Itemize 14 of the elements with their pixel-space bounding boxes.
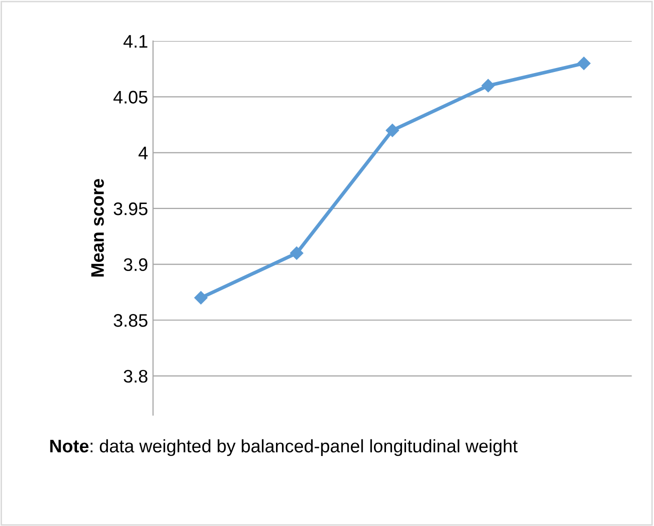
y-tick-label: 3.85 [114, 314, 148, 327]
y-tick-label: 3.8 [124, 370, 148, 383]
point [290, 246, 304, 260]
point [577, 56, 590, 70]
y-axis-title: Mean score [91, 178, 104, 276]
y-tick-label: 4 [138, 146, 148, 160]
y-tick-label: 3.95 [114, 202, 148, 216]
point [482, 79, 495, 92]
text: Note: data weighted by balanced-panel longitudinal weight [50, 439, 518, 456]
point [386, 124, 399, 137]
y-tick-label: 3.9 [124, 258, 148, 272]
y-tick-label: 4.05 [113, 90, 148, 104]
y-tick-label: 4.1 [123, 35, 148, 48]
point [194, 291, 208, 304]
